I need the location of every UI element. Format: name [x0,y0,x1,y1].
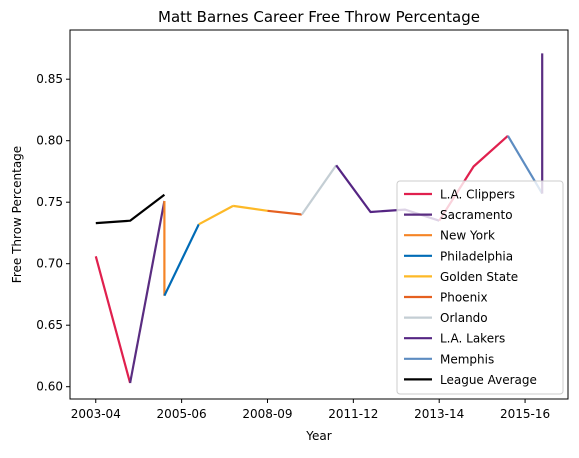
legend-label: L.A. Clippers [440,188,515,202]
x-tick-label: 2003-04 [71,407,121,421]
y-tick-label: 0.80 [36,134,63,148]
legend-label: L.A. Lakers [440,332,505,346]
series-line-philadelphia [163,223,200,297]
legend-label: Orlando [440,311,488,325]
legend-label: Philadelphia [440,249,513,263]
legend-label: League Average [440,373,537,387]
y-tick-label: 0.85 [36,72,63,86]
legend: L.A. Clippers Sacramento New York Philadelp… [396,180,564,395]
legend-label: New York [440,229,495,243]
series-line-phoenix [267,209,302,216]
x-axis-label: Year [305,429,331,443]
chart-title: Matt Barnes Career Free Throw Percentage [158,8,480,26]
legend-box [396,180,564,395]
legend-label: Phoenix [440,291,488,305]
y-tick-label: 0.70 [36,257,63,271]
x-tick-label: 2013-14 [414,407,464,421]
x-tick-label: 2008-09 [242,407,292,421]
series-line-l-a-clippers [94,256,132,384]
y-tick-label: 0.60 [36,380,63,394]
series-line-sacramento [129,200,166,384]
series-line-league-average [95,193,166,225]
x-tick-label: 2005-06 [157,407,207,421]
legend-label: Golden State [440,270,518,284]
connector-segment-0 [232,204,268,212]
series-line-orlando [300,164,338,216]
y-axis-label: Free Throw Percentage [10,146,24,283]
series-line-golden-state [198,204,234,226]
legend-label: Sacramento [440,208,513,222]
axes-layer: 2003-04 2005-06 2008-09 2011-12 2013-14 2015-… [36,29,569,421]
legend-label: Memphis [440,352,494,366]
x-tick-label: 2015-16 [500,407,550,421]
series-layer [94,53,544,384]
y-tick-label: 0.65 [36,318,63,332]
y-tick-label: 0.75 [36,195,63,209]
plot-frame [69,29,569,400]
x-tick-label: 2011-12 [328,407,378,421]
